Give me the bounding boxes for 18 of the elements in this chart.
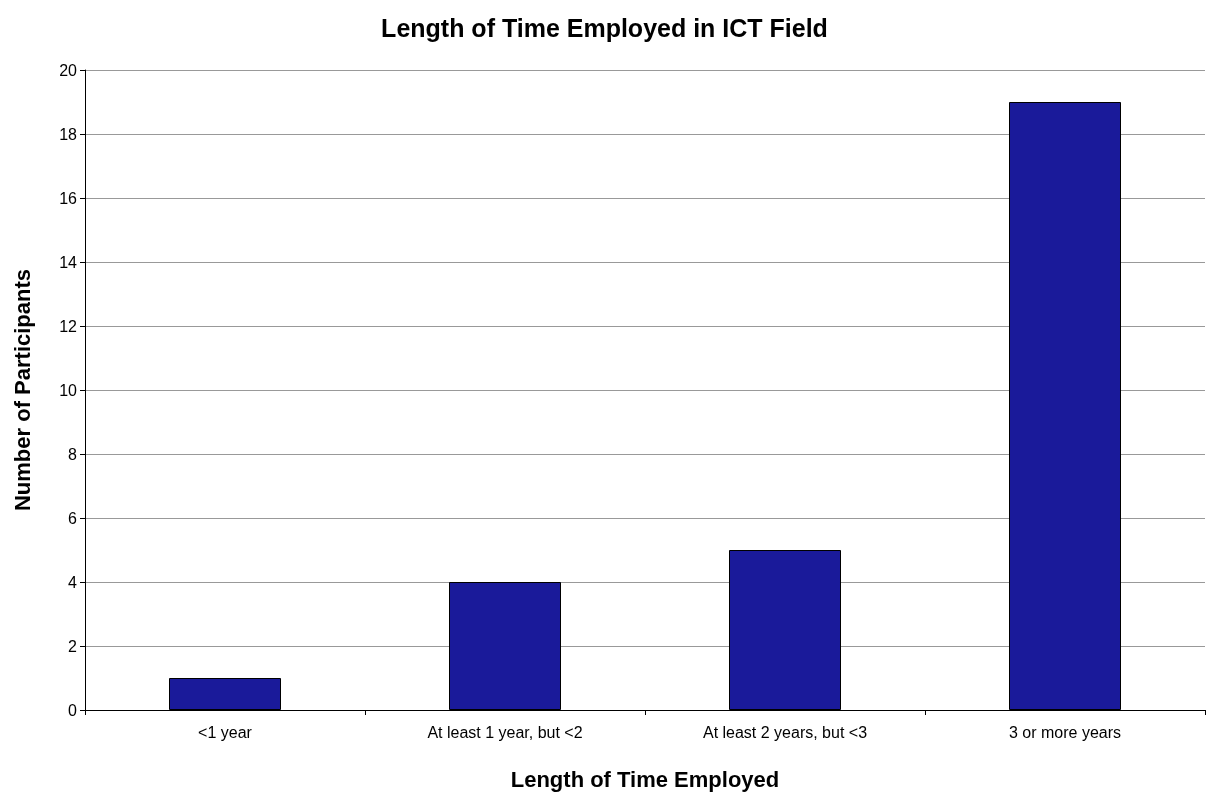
chart-title: Length of Time Employed in ICT Field	[381, 13, 828, 42]
y-tick-label: 10	[59, 381, 78, 399]
y-tick-label: 8	[68, 445, 78, 463]
y-tick-label: 16	[59, 189, 78, 207]
y-tick-label: 20	[59, 61, 78, 79]
x-tick-label: <1 year	[198, 723, 253, 741]
x-tick-label: At least 1 year, but <2	[427, 723, 583, 741]
y-tick-label: 6	[68, 509, 78, 527]
x-axis-title: Length of Time Employed	[510, 766, 780, 792]
y-tick-label: 18	[59, 125, 78, 143]
y-tick-label: 4	[68, 573, 78, 591]
y-axis-title: Number of Participants	[9, 268, 35, 512]
x-tick-label: 3 or more years	[1008, 723, 1122, 741]
y-tick-label: 0	[68, 701, 78, 719]
x-tick-label: At least 2 years, but <3	[702, 723, 868, 741]
y-tick-label: 14	[59, 253, 78, 271]
y-tick-label: 2	[68, 637, 78, 655]
y-tick-label: 12	[59, 317, 78, 335]
